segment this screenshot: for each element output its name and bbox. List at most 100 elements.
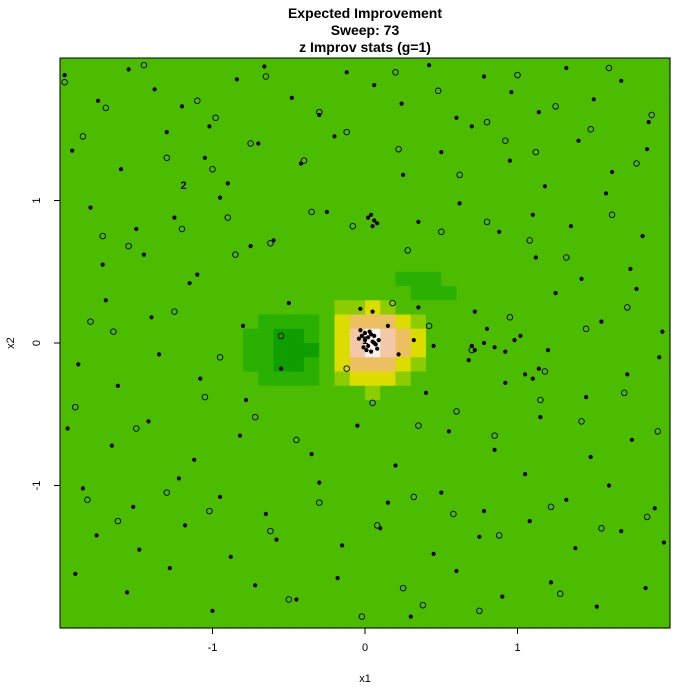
heatmap-cell — [578, 442, 595, 458]
heatmap-cell — [151, 214, 168, 230]
heatmap-cell — [563, 157, 580, 173]
heatmap-cell — [105, 599, 122, 615]
heatmap-cell — [502, 58, 519, 73]
heatmap-cell — [380, 585, 397, 601]
heatmap-cell — [654, 271, 671, 287]
heatmap-cell — [456, 571, 473, 586]
heatmap-cell — [182, 556, 198, 572]
filled-point — [625, 372, 630, 377]
heatmap-cell — [75, 58, 92, 73]
heatmap-cell — [578, 86, 595, 102]
filled-point — [629, 437, 635, 442]
heatmap-cell — [197, 100, 214, 116]
heatmap-cell — [639, 400, 656, 415]
filled-point — [500, 594, 505, 599]
open-point — [79, 133, 87, 140]
heatmap-cell — [502, 100, 519, 116]
heatmap-cell — [90, 115, 107, 130]
heatmap-cell — [578, 613, 595, 629]
heatmap-cell — [121, 442, 137, 458]
heatmap-cell — [456, 243, 473, 259]
heatmap-cell — [182, 186, 198, 202]
heatmap-cell — [517, 457, 534, 472]
heatmap-cell — [502, 485, 519, 501]
heatmap-cell — [502, 343, 519, 358]
heatmap-cell — [441, 528, 458, 544]
heatmap-cell — [105, 143, 122, 159]
heatmap-cell — [380, 129, 397, 145]
heatmap-cell — [456, 186, 473, 202]
heatmap-cell — [487, 371, 503, 387]
heatmap-cell — [380, 514, 397, 529]
heatmap-cell — [563, 585, 580, 601]
filled-point — [634, 286, 639, 291]
filled-point — [454, 568, 459, 574]
heatmap-cell — [90, 457, 107, 472]
heatmap-cell — [136, 414, 153, 430]
open-point — [373, 522, 381, 529]
heatmap-cell — [304, 214, 320, 230]
heatmap-cell — [349, 499, 366, 515]
heatmap-cell — [441, 343, 458, 358]
heatmap-cell — [410, 286, 427, 301]
heatmap-cell — [639, 556, 656, 572]
heatmap-cell — [365, 414, 381, 430]
heatmap-cell — [624, 528, 641, 544]
filled-point — [202, 155, 207, 160]
heatmap-cell — [624, 172, 641, 187]
heatmap-cell — [197, 613, 214, 629]
heatmap-cell — [288, 385, 305, 401]
heatmap-cell — [487, 385, 503, 401]
heatmap-cell — [258, 499, 275, 515]
heatmap-cell — [487, 499, 503, 515]
heatmap-cell — [365, 442, 381, 458]
heatmap-cell — [624, 129, 641, 145]
heatmap-cell — [258, 542, 275, 558]
heatmap-cell — [121, 186, 137, 202]
filled-point — [439, 490, 444, 495]
filled-point — [610, 169, 615, 175]
heatmap-cell — [151, 471, 168, 487]
heatmap-cell — [136, 115, 153, 130]
heatmap-cell — [426, 328, 442, 344]
heatmap-cell — [593, 556, 610, 572]
heatmap-cell — [60, 357, 76, 373]
filled-point — [344, 70, 349, 75]
heatmap-cell — [517, 115, 534, 130]
heatmap-cell — [487, 542, 503, 558]
heatmap-cell — [563, 414, 580, 430]
heatmap-cell — [151, 314, 168, 330]
heatmap-cell — [639, 314, 656, 330]
filled-point — [454, 115, 459, 120]
heatmap-cell — [654, 371, 671, 387]
heatmap-cell — [334, 485, 351, 501]
heatmap-cell — [121, 428, 137, 444]
filled-point — [584, 395, 589, 400]
open-point — [267, 527, 274, 535]
heatmap-cell — [182, 314, 198, 330]
heatmap-cell — [502, 129, 519, 145]
heatmap-cell — [639, 100, 656, 116]
heatmap-cell — [60, 200, 76, 216]
open-point — [343, 365, 350, 372]
heatmap-cell — [502, 613, 519, 629]
heatmap-cell — [75, 186, 92, 202]
open-point — [506, 314, 514, 321]
heatmap-cell — [548, 599, 564, 615]
heatmap-cell — [487, 186, 503, 202]
heatmap-cell — [273, 58, 290, 73]
heatmap-cell — [319, 514, 336, 529]
heatmap-cell — [349, 571, 366, 586]
heatmap-cell — [502, 257, 519, 273]
heatmap-cell — [441, 428, 458, 444]
filled-point — [248, 244, 253, 249]
heatmap-cell — [304, 343, 320, 358]
heatmap-cell — [212, 200, 229, 216]
heatmap-cell — [182, 343, 198, 358]
heatmap-cell — [365, 371, 381, 387]
heatmap-cell — [426, 186, 442, 202]
heatmap-cell — [75, 115, 92, 130]
heatmap-cell — [90, 599, 107, 615]
heatmap-cell — [212, 571, 229, 586]
heatmap-cell — [487, 328, 503, 344]
